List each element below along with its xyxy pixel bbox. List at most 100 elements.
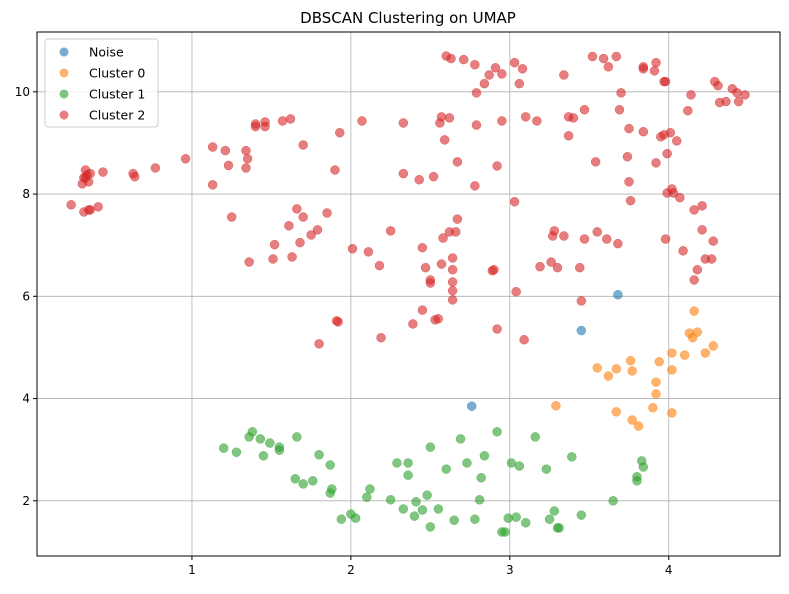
data-point (285, 114, 296, 124)
data-point (451, 227, 461, 237)
legend-label: Cluster 1 (89, 87, 145, 102)
data-point (530, 432, 540, 442)
legend-label: Noise (89, 45, 124, 60)
data-point (269, 239, 280, 250)
data-point (436, 112, 447, 122)
data-point (613, 238, 623, 249)
data-point (700, 348, 711, 358)
data-point (298, 479, 308, 489)
data-point (242, 154, 253, 164)
data-point (403, 458, 413, 468)
data-point (687, 332, 698, 343)
data-point (740, 90, 750, 100)
data-point (470, 514, 480, 524)
data-point (425, 275, 436, 285)
data-point (511, 286, 521, 297)
data-point (479, 451, 490, 461)
legend-label: Cluster 0 (89, 66, 145, 81)
data-point (576, 296, 587, 306)
data-point (422, 490, 432, 500)
data-point (608, 496, 618, 506)
data-point (223, 160, 234, 171)
legend-label: Cluster 2 (89, 108, 145, 123)
data-point (592, 363, 602, 373)
data-point (559, 231, 569, 241)
data-point (180, 154, 191, 164)
series-cluster-0 (551, 306, 718, 431)
data-point (274, 445, 285, 455)
data-point (447, 264, 458, 275)
data-point (625, 355, 636, 366)
data-point (497, 116, 507, 126)
data-point (452, 214, 463, 224)
data-point (547, 231, 558, 241)
data-point (697, 225, 707, 235)
data-point (322, 208, 332, 218)
data-point (559, 70, 569, 80)
data-point (554, 523, 564, 533)
data-point (307, 476, 318, 486)
data-point (335, 127, 345, 138)
data-point (476, 473, 486, 483)
data-point (549, 506, 560, 516)
data-point (603, 371, 614, 381)
data-point (602, 234, 612, 244)
data-point (579, 104, 590, 115)
data-point (638, 64, 649, 74)
data-point (544, 514, 555, 524)
x-tick-label: 1 (188, 563, 196, 577)
data-point (385, 226, 396, 236)
data-point (85, 205, 95, 215)
data-point (93, 202, 103, 212)
data-point (667, 365, 677, 375)
data-point (503, 513, 513, 523)
data-point (290, 474, 301, 484)
data-point (689, 306, 699, 316)
data-point (479, 78, 490, 89)
data-point (449, 515, 459, 525)
data-point (365, 484, 375, 494)
x-tick-label: 3 (506, 563, 514, 577)
data-point (466, 401, 477, 411)
y-tick-label: 10 (15, 85, 30, 99)
data-point (624, 177, 634, 187)
data-point (462, 458, 472, 468)
data-point (292, 432, 302, 442)
y-tick-label: 8 (22, 187, 30, 201)
data-point (398, 504, 409, 514)
data-point (546, 257, 556, 267)
data-point (603, 62, 614, 72)
data-point (509, 196, 520, 207)
data-point (660, 234, 671, 244)
series-cluster-1 (218, 427, 649, 537)
data-point (414, 174, 424, 185)
data-point (295, 237, 305, 248)
data-point (244, 257, 254, 267)
y-tick-label: 4 (22, 392, 30, 406)
data-point (362, 492, 372, 502)
data-point (433, 504, 444, 514)
data-point (611, 51, 622, 62)
data-point (471, 120, 482, 130)
data-point (541, 464, 552, 474)
data-point (207, 180, 218, 190)
chart-title: DBSCAN Clustering on UMAP (300, 9, 516, 27)
legend-marker (59, 89, 69, 99)
data-point (649, 66, 660, 76)
data-point (398, 118, 409, 128)
data-point (258, 451, 269, 461)
data-point (226, 212, 237, 222)
data-point (98, 167, 108, 177)
data-point (470, 181, 480, 191)
data-point (638, 126, 649, 137)
data-point (218, 443, 229, 453)
data-point (648, 402, 658, 413)
data-point (325, 488, 335, 498)
data-point (306, 230, 316, 240)
data-point (330, 165, 340, 175)
data-point (428, 171, 439, 182)
data-point (616, 88, 626, 98)
data-point (260, 117, 270, 127)
data-point (350, 513, 361, 523)
